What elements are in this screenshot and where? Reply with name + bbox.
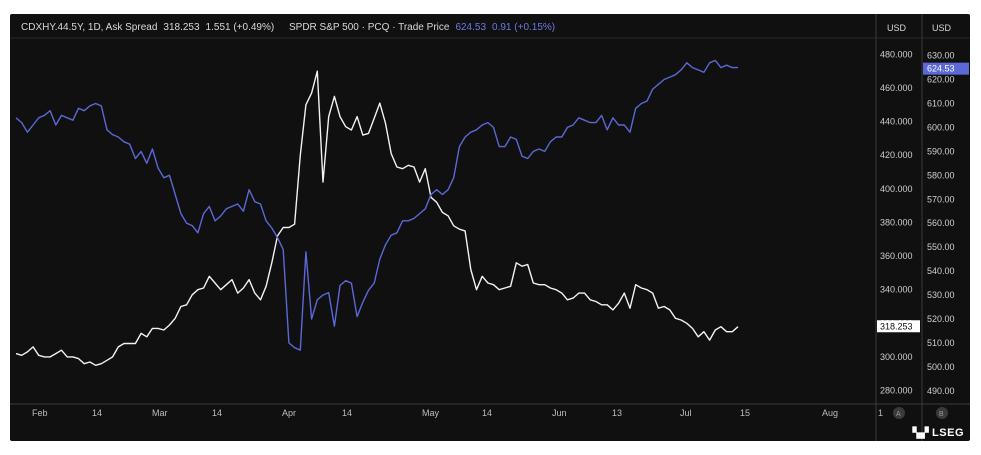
right-axis-tick-label: 600.00 xyxy=(927,122,955,132)
right-axis-tick-label: 610.00 xyxy=(927,98,955,108)
chart-canvas: 480.000 460.000 440.000 420.000 400.000 380.0… xyxy=(10,14,970,441)
spread-series-line xyxy=(15,70,739,366)
x-axis-tick-label: 1 xyxy=(878,408,883,418)
spy-series-change: 0.91 (+0.15%) xyxy=(492,22,556,33)
scale-b-button-label: B xyxy=(939,411,944,418)
x-axis-tick-label: 13 xyxy=(612,408,622,418)
scale-a-button[interactable] xyxy=(893,407,905,419)
spread-series-value: 318.253 xyxy=(163,22,200,33)
spy-series-value: 624.53 xyxy=(455,22,487,33)
right-axis-tick-label: 630.00 xyxy=(927,51,955,61)
x-axis-tick-label: Jul xyxy=(680,408,692,418)
lseg-wordmark: LSEG xyxy=(932,427,964,439)
spy-last-value-tag xyxy=(923,62,969,75)
x-axis-tick-label: Jun xyxy=(552,408,567,418)
left-axis-currency: USD xyxy=(887,23,907,33)
spy-series-line xyxy=(15,59,738,351)
right-axis-tick-label: 500.00 xyxy=(927,362,955,372)
left-axis-tick-label: 460.000 xyxy=(880,83,913,93)
right-axis-tick-label: 560.00 xyxy=(927,218,955,228)
lseg-mark-icon: ▚▞ xyxy=(912,428,930,439)
spread-series-title: CDXHY.44.5Y, 1D, Ask Spread xyxy=(21,22,158,33)
left-axis-tick-label: 420.000 xyxy=(880,150,913,160)
right-axis-tick-label: 520.00 xyxy=(927,314,955,324)
x-axis-tick-label: May xyxy=(422,408,440,418)
right-axis-currency: USD xyxy=(932,23,952,33)
right-axis-tick-label: 540.00 xyxy=(927,266,955,276)
chart-header: CDXHY.44.5Y, 1D, Ask Spread 318.253 1.551 … xyxy=(21,22,561,33)
right-axis-tick-label: 590.00 xyxy=(927,146,955,156)
x-axis-tick-label: Aug xyxy=(822,408,838,418)
x-axis-tick-label: 15 xyxy=(740,408,750,418)
right-axis-tick-label: 510.00 xyxy=(927,338,955,348)
x-axis-tick-label: 14 xyxy=(212,408,222,418)
left-axis-tick-label: 300.000 xyxy=(880,352,913,362)
x-axis-tick-label: 14 xyxy=(92,408,102,418)
lseg-logo: ▚▞ LSEG xyxy=(913,427,964,439)
right-axis-tick-label: 530.00 xyxy=(927,290,955,300)
left-axis-tick-label: 340.000 xyxy=(880,285,913,295)
right-axis-tick-label: 550.00 xyxy=(927,242,955,252)
spy-series-title: SPDR S&P 500 · PCQ · Trade Price xyxy=(289,22,450,33)
spread-last-value-label: 318.253 xyxy=(880,321,913,331)
right-axis-tick-label: 490.00 xyxy=(927,386,955,396)
scale-a-button-label: A xyxy=(896,411,901,418)
x-axis-tick-label: Feb xyxy=(32,408,48,418)
right-axis-tick-label: 570.00 xyxy=(927,194,955,204)
left-axis-tick-label: 480.000 xyxy=(880,49,913,59)
spread-series-change: 1.551 (+0.49%) xyxy=(205,22,275,33)
left-axis-tick-label: 400.000 xyxy=(880,184,913,194)
spy-last-value-label: 624.53 xyxy=(927,64,955,74)
scale-b-button[interactable] xyxy=(936,407,948,419)
left-axis-tick-label: 380.000 xyxy=(880,217,913,227)
x-axis-tick-label: Mar xyxy=(152,408,168,418)
x-axis-tick-label: Apr xyxy=(282,408,296,418)
right-axis-tick-label: 580.00 xyxy=(927,170,955,180)
right-axis-tick-label: 620.00 xyxy=(927,75,955,85)
left-axis-tick-label: 440.000 xyxy=(880,117,913,127)
left-axis-tick-label: 280.000 xyxy=(880,386,913,396)
chart-panel: 480.000 460.000 440.000 420.000 400.000 380.0… xyxy=(10,14,970,441)
x-axis-tick-label: 14 xyxy=(342,408,352,418)
spread-last-value-tag xyxy=(877,320,920,333)
left-axis-tick-label: 360.000 xyxy=(880,251,913,261)
x-axis-tick-label: 14 xyxy=(482,408,492,418)
